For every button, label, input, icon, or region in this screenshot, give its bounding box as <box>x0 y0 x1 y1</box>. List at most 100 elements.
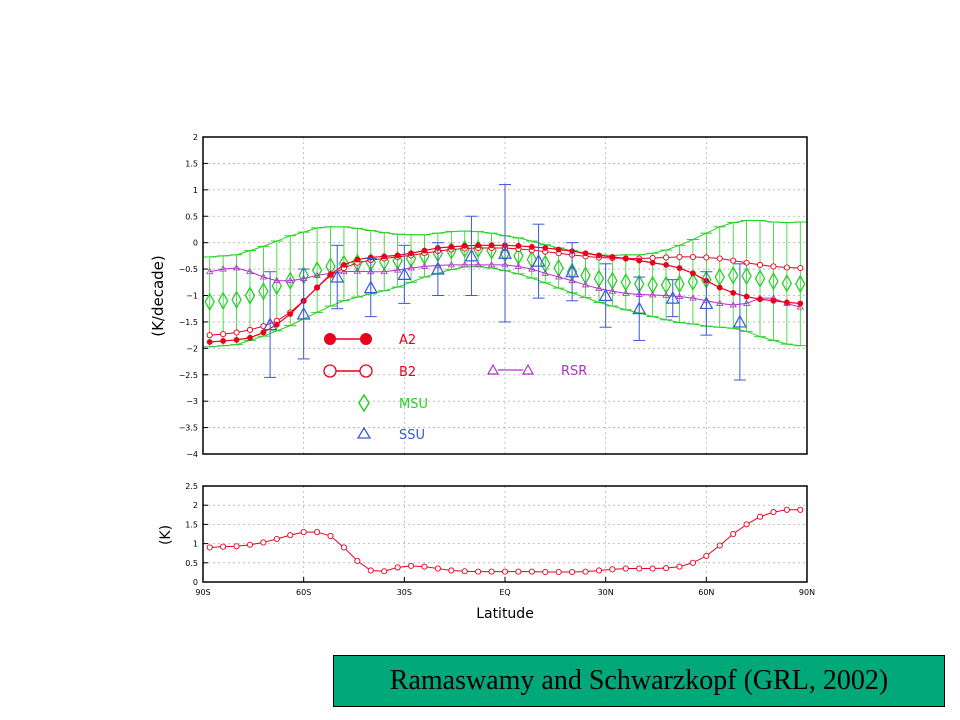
a2-point <box>287 311 294 317</box>
rsr-point <box>554 273 563 280</box>
rsr-point <box>380 267 388 275</box>
msu-point <box>258 281 269 301</box>
rsr-point <box>514 262 523 269</box>
rsr-point <box>662 291 670 298</box>
a2-point <box>461 242 468 249</box>
bottom-x-tick-label: EQ <box>499 588 510 597</box>
difference-point <box>595 567 603 574</box>
difference-point <box>381 568 388 575</box>
difference-point <box>783 506 790 513</box>
difference-point <box>407 562 415 569</box>
a2-point <box>515 242 522 249</box>
rsr-point <box>648 291 657 298</box>
b2-point <box>246 326 254 333</box>
bottom-x-tick-label: 30S <box>397 588 412 597</box>
ssu-point <box>531 253 546 267</box>
rsr-point <box>461 261 469 268</box>
ssu-point <box>464 248 479 262</box>
a2-point <box>636 257 643 264</box>
legend-marker <box>358 393 370 413</box>
b2-point <box>689 253 696 260</box>
difference-point <box>636 565 643 572</box>
difference-point <box>394 564 401 571</box>
difference-point <box>340 544 347 551</box>
difference-point <box>528 568 535 575</box>
difference-point <box>663 565 670 572</box>
top-y-tick-label: −3.5 <box>179 424 198 433</box>
a2-point <box>596 252 602 259</box>
rsr-point <box>286 276 294 284</box>
a2-point <box>528 243 535 250</box>
legend-label: RSR <box>561 364 587 379</box>
msu-point <box>781 274 793 293</box>
a2-point <box>394 252 401 259</box>
legend-label: A2 <box>399 333 416 348</box>
ssu-point <box>497 245 513 259</box>
legend-marker <box>521 363 535 375</box>
bottom-x-tick-label: 60N <box>698 588 714 597</box>
legend-entry-ssu: SSU <box>356 426 425 443</box>
rsr-point <box>487 261 496 268</box>
a2-point <box>488 242 495 249</box>
a2-point <box>542 245 549 251</box>
msu-point <box>754 269 766 288</box>
top-y-tick-label: −2 <box>186 344 198 353</box>
difference-point <box>770 509 777 516</box>
msu-point <box>553 258 564 278</box>
ssu-point <box>263 317 278 331</box>
difference-point <box>569 568 576 576</box>
a2-point <box>649 259 656 266</box>
top-y-tick-label: 1 <box>193 186 198 195</box>
legend-marker <box>360 333 372 345</box>
bottom-y-tick-label: 0.5 <box>185 559 198 568</box>
b2-point <box>703 254 710 261</box>
top-y-tick-label: 2 <box>193 133 198 142</box>
msu-point <box>311 260 323 280</box>
msu-point <box>204 292 215 312</box>
b2-point <box>730 257 737 264</box>
difference-point <box>421 563 428 570</box>
bottom-y-tick-label: 0 <box>193 578 198 587</box>
ssu-point <box>363 280 378 294</box>
difference-point <box>314 529 321 536</box>
msu-point <box>768 271 779 291</box>
top-y-tick-label: 1.5 <box>185 159 198 168</box>
rsr-point <box>541 269 549 276</box>
rsr-point <box>729 301 737 308</box>
a2-point <box>609 254 616 260</box>
msu-point <box>446 241 457 260</box>
difference-point <box>676 563 683 570</box>
msu-point <box>472 239 484 259</box>
rsr-point <box>528 265 536 272</box>
bottom-y-axis-label: (K) <box>158 525 174 545</box>
bottom-chart-x-ticks: 90S 60S 30S EQ 30N 60N 90N <box>195 577 815 597</box>
difference-point <box>300 529 307 536</box>
rsr-point <box>273 276 281 284</box>
bottom-y-tick-label: 2.5 <box>185 482 198 491</box>
bottom-x-tick-label: 90S <box>195 588 210 597</box>
legend-entry-msu: MSU <box>358 393 428 413</box>
bottom-chart-frame <box>202 485 808 583</box>
ssu-point <box>732 314 747 328</box>
msu-point <box>392 251 403 270</box>
a2-point <box>770 297 777 304</box>
a2-point <box>273 321 280 328</box>
b2-point <box>756 261 764 268</box>
top-y-tick-label: −3 <box>186 397 198 406</box>
bottom-chart-grid <box>203 486 807 582</box>
msu-point <box>674 274 685 294</box>
bottom-x-tick-label: 90N <box>799 588 815 597</box>
legend-entry-a2: A2 <box>324 333 416 348</box>
msu-point <box>284 271 296 291</box>
difference-point <box>730 530 737 538</box>
msu-point <box>647 275 658 295</box>
rsr-point <box>447 261 456 268</box>
rsr-point <box>595 284 603 292</box>
msu-point <box>741 266 752 286</box>
rsr-point <box>716 299 724 306</box>
bottom-chart-y-ticks: 2.5 2 1.5 1 0.5 0 <box>185 482 208 587</box>
b2-point <box>770 263 777 270</box>
bottom-x-tick-label: 30N <box>598 588 614 597</box>
msu-point <box>727 266 739 285</box>
